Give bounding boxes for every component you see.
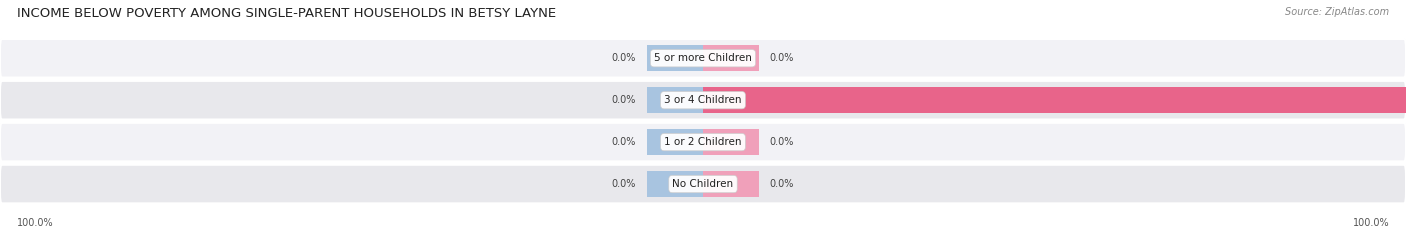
Text: 0.0%: 0.0% bbox=[612, 53, 637, 63]
Bar bbox=[703, 171, 759, 197]
Bar bbox=[703, 129, 759, 155]
Text: 3 or 4 Children: 3 or 4 Children bbox=[664, 95, 742, 105]
FancyBboxPatch shape bbox=[0, 39, 1406, 78]
Text: 100.0%: 100.0% bbox=[17, 218, 53, 228]
FancyBboxPatch shape bbox=[0, 81, 1406, 120]
FancyBboxPatch shape bbox=[0, 165, 1406, 203]
Text: 0.0%: 0.0% bbox=[612, 137, 637, 147]
Bar bbox=[647, 45, 703, 71]
Text: 0.0%: 0.0% bbox=[770, 53, 794, 63]
Text: 0.0%: 0.0% bbox=[612, 179, 637, 189]
FancyBboxPatch shape bbox=[0, 123, 1406, 161]
Text: INCOME BELOW POVERTY AMONG SINGLE-PARENT HOUSEHOLDS IN BETSY LAYNE: INCOME BELOW POVERTY AMONG SINGLE-PARENT… bbox=[17, 7, 555, 20]
Text: 100.0%: 100.0% bbox=[1353, 218, 1389, 228]
Text: 0.0%: 0.0% bbox=[770, 179, 794, 189]
Text: 1 or 2 Children: 1 or 2 Children bbox=[664, 137, 742, 147]
Bar bbox=[647, 129, 703, 155]
Bar bbox=[703, 45, 759, 71]
Text: 0.0%: 0.0% bbox=[612, 95, 637, 105]
Text: Source: ZipAtlas.com: Source: ZipAtlas.com bbox=[1285, 7, 1389, 17]
Bar bbox=[647, 171, 703, 197]
Text: 5 or more Children: 5 or more Children bbox=[654, 53, 752, 63]
Text: 0.0%: 0.0% bbox=[770, 137, 794, 147]
Text: No Children: No Children bbox=[672, 179, 734, 189]
Bar bbox=[703, 87, 1406, 113]
Bar bbox=[647, 87, 703, 113]
